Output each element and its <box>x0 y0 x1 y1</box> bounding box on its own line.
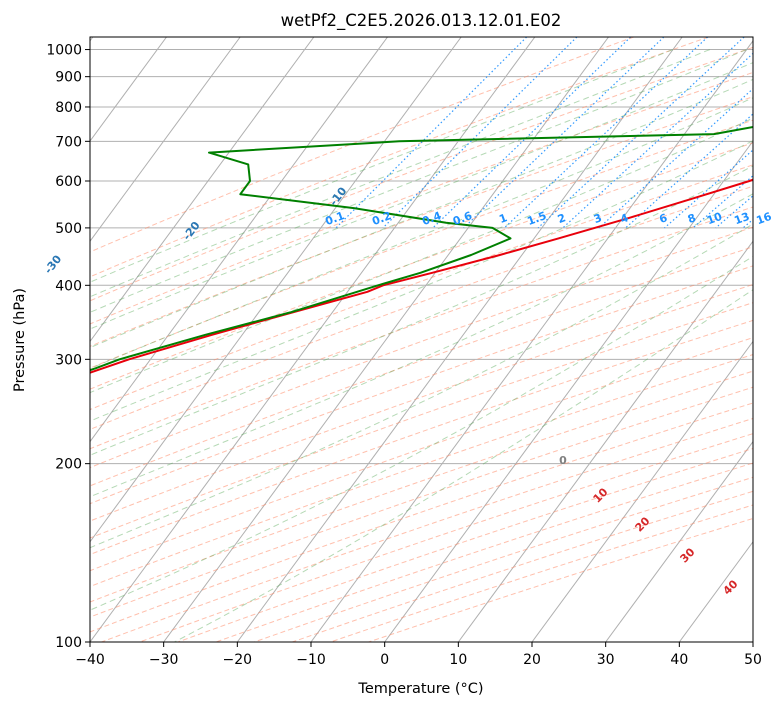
mixing-ratio-label: 1.5 <box>525 209 548 228</box>
y-tick-label: 100 <box>55 635 82 651</box>
dry-adiabat <box>90 265 753 505</box>
x-tick-label: 0 <box>380 652 389 668</box>
y-tick-label: 600 <box>55 174 82 190</box>
dry-adiabat <box>90 226 753 469</box>
x-tick-label: 50 <box>744 652 762 668</box>
y-tick-label: 500 <box>55 221 82 237</box>
y-tick-label: 200 <box>55 457 82 473</box>
dry-adiabat <box>90 164 753 411</box>
moist-adiabat <box>90 49 747 313</box>
mixing-ratio-label: 10 <box>705 210 724 228</box>
x-axis-title: Temperature (°C) <box>357 681 483 697</box>
dry-adiabat <box>90 246 753 487</box>
moist-adiabat <box>90 140 753 422</box>
temperature-profile <box>90 178 753 374</box>
y-tick-label: 1000 <box>46 43 82 59</box>
moist-adiabat <box>90 223 753 549</box>
moist-adiabat <box>90 49 674 283</box>
mixing-ratio-line <box>598 87 753 229</box>
mixing-ratio-line <box>335 37 528 229</box>
x-tick-label: 20 <box>523 652 541 668</box>
dewpoint-profile <box>90 125 753 372</box>
chart-title: wetPf2_C2E5.2026.013.12.01.E02 <box>281 11 562 31</box>
plot-frame <box>89 36 754 643</box>
isotherm-line <box>531 340 753 642</box>
isotherm-line <box>90 37 388 443</box>
isotherm-line <box>384 140 753 642</box>
isotherm-line <box>457 240 753 642</box>
x-tick-label: −30 <box>149 652 179 668</box>
mixing-ratio-line <box>382 37 578 229</box>
isotherm-line <box>90 37 315 343</box>
mixing-ratio-label: 0.4 <box>420 209 443 228</box>
mixing-ratio-label: 4 <box>619 211 631 226</box>
reference-lines <box>90 37 753 642</box>
mixing-ratio-label: 0.2 <box>370 209 393 228</box>
sounding-series <box>90 125 753 374</box>
dry-adiabat <box>90 185 753 430</box>
mixing-ratio-line <box>503 37 709 229</box>
y-tick-label: 700 <box>55 134 82 150</box>
axis-ticks: −40 −30 −20 −10 0 10 20 30 40 5010020030040050060… <box>46 43 762 668</box>
x-tick-label: 40 <box>670 652 688 668</box>
x-tick-label: −10 <box>296 652 326 668</box>
mixing-ratio-label: 8 <box>686 211 698 226</box>
isotherm-zero-label: 0 <box>559 454 567 467</box>
moist-adiabat <box>90 193 753 498</box>
isotherm-line <box>90 37 536 642</box>
moist-adiabat <box>90 78 753 349</box>
y-tick-label: 900 <box>55 70 82 86</box>
y-tick-label: 300 <box>55 352 82 368</box>
mixing-ratio-label: 0.1 <box>323 209 346 228</box>
mixing-ratio-label: 16 <box>755 210 774 228</box>
mixing-ratio-line <box>432 37 632 229</box>
dry-adiabat <box>90 37 634 253</box>
mixing-ratio-line <box>562 52 753 229</box>
mixing-ratio-label: 2 <box>556 211 568 226</box>
dry-adiabat <box>90 46 753 302</box>
moist-adiabat <box>90 62 753 330</box>
mixing-ratio-label: 6 <box>657 211 669 226</box>
dry-adiabat <box>90 142 753 390</box>
mixing-ratio-label: 13 <box>732 210 751 227</box>
y-tick-label: 800 <box>55 100 82 116</box>
isotherm-line <box>90 37 167 142</box>
x-tick-label: −20 <box>223 652 253 668</box>
x-tick-label: 10 <box>449 652 467 668</box>
mixing-ratio-label: 0.6 <box>451 209 474 228</box>
mixing-ratio-line <box>537 37 745 229</box>
dry-adiabat <box>90 37 709 278</box>
dry-adiabat <box>90 96 753 347</box>
y-axis-title: Pressure (hPa) <box>12 288 28 392</box>
mixing-ratio-label: 1 <box>497 211 509 226</box>
isotherm-line <box>236 37 683 642</box>
y-tick-label: 400 <box>55 278 82 294</box>
mixing-ratio-label: 3 <box>592 211 604 226</box>
dry-adiabat <box>90 71 753 325</box>
isotherm-line <box>90 37 241 243</box>
x-tick-label: 30 <box>597 652 615 668</box>
dry-adiabat <box>90 206 753 450</box>
x-tick-label: −40 <box>75 652 105 668</box>
